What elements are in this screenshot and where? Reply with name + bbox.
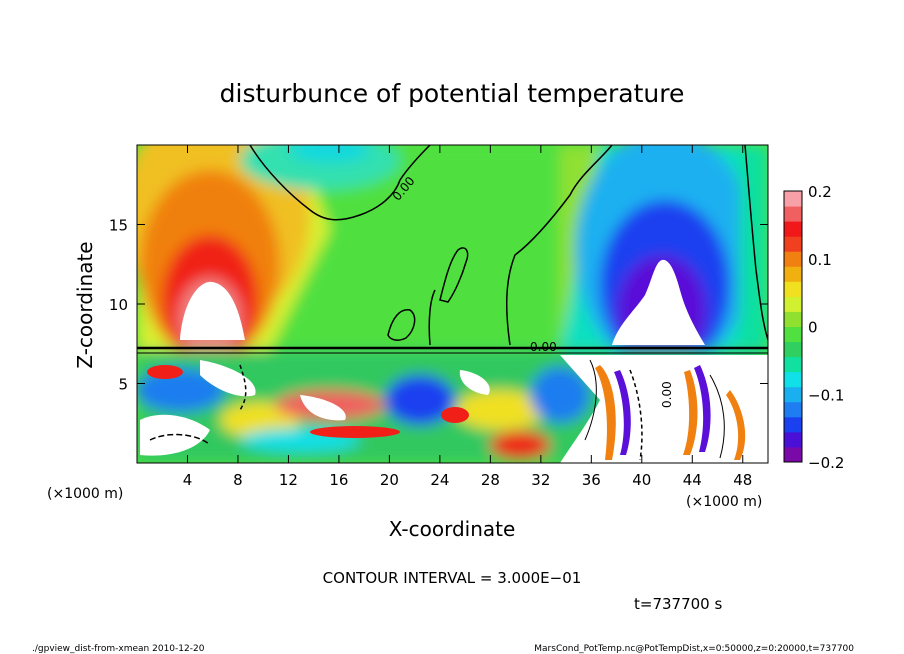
contour-label: 0.00: [660, 381, 674, 408]
colorbar-tick-label: −0.1: [808, 386, 844, 404]
contour-interval-text: CONTOUR INTERVAL = 3.000E−01: [323, 569, 582, 587]
colorbar-swatch: [784, 446, 802, 463]
contour-zero-line-mid: [505, 145, 613, 346]
colorbar-swatch: [784, 311, 802, 327]
colorbar-swatch: [784, 371, 802, 388]
colorbar-tick-label: −0.2: [808, 454, 844, 472]
colorbar-swatch: [784, 296, 802, 312]
x-tick-label: 36: [582, 471, 601, 489]
colorbar-swatch: [784, 221, 802, 237]
warm-core: [180, 281, 245, 340]
x-tick-label: 24: [430, 471, 449, 489]
contour-zero-line-right: [744, 145, 768, 341]
x-tick-label: 44: [683, 471, 702, 489]
colorbar-swatch: [784, 341, 802, 358]
x-tick-label: 20: [380, 471, 399, 489]
y-tick-label: 5: [118, 376, 128, 394]
x-tick-label: 12: [279, 471, 298, 489]
colorbar: 0.2 0.1 0 −0.1 −0.2: [783, 183, 844, 472]
cold-core: [612, 259, 705, 345]
y-axis-label: Z-coordinate: [73, 241, 97, 368]
colorbar-tick-label: 0.1: [808, 251, 832, 269]
x-tick-label: 48: [733, 471, 752, 489]
colorbar-swatch: [784, 191, 802, 207]
x-axis: 4 8 12 16 20 24 28 32 36 40 44 48: [183, 145, 752, 489]
y-tick-label: 10: [109, 296, 128, 314]
colorbar-swatch: [784, 416, 802, 433]
footer-left: ./gpview_dist-from-xmean 2010-12-20: [32, 644, 205, 654]
colorbar-swatch: [784, 266, 802, 282]
x-tick-label: 32: [531, 471, 550, 489]
colorbar-swatch: [784, 401, 802, 418]
x-axis-label: X-coordinate: [389, 517, 516, 541]
colorbar-swatch: [784, 356, 802, 373]
colorbar-swatch: [784, 281, 802, 297]
colorbar-swatch: [784, 251, 802, 267]
colorbar-swatch: [784, 386, 802, 403]
x-tick-label: 16: [329, 471, 348, 489]
footer-right: MarsCond_PotTemp.nc@PotTempDist,x=0:5000…: [534, 644, 854, 654]
plot-area: 0.00 0.00 0.00: [137, 145, 768, 463]
colorbar-tick-label: 0: [808, 319, 818, 337]
colorbar-swatch: [784, 431, 802, 448]
contour-zero-line-left: [249, 145, 431, 221]
time-text: t=737700 s: [634, 595, 722, 613]
colorbar-tick-label: 0.2: [808, 183, 832, 201]
y-axis: 5 10 15: [109, 217, 768, 394]
x-unit-left: (×1000 m): [47, 486, 123, 502]
colorbar-frame: [783, 190, 803, 463]
x-tick-label: 4: [183, 471, 193, 489]
x-unit-right: (×1000 m): [686, 494, 762, 510]
x-tick-label: 28: [481, 471, 500, 489]
colorbar-swatch: [784, 326, 802, 343]
colorbar-swatch: [784, 236, 802, 252]
colorbar-swatch: [784, 206, 802, 222]
x-tick-label: 8: [233, 471, 243, 489]
y-tick-label: 15: [109, 217, 128, 235]
contour-label: 0.00: [530, 340, 557, 354]
chart-title: disturbunce of potential temperature: [220, 79, 685, 108]
x-tick-label: 40: [632, 471, 651, 489]
